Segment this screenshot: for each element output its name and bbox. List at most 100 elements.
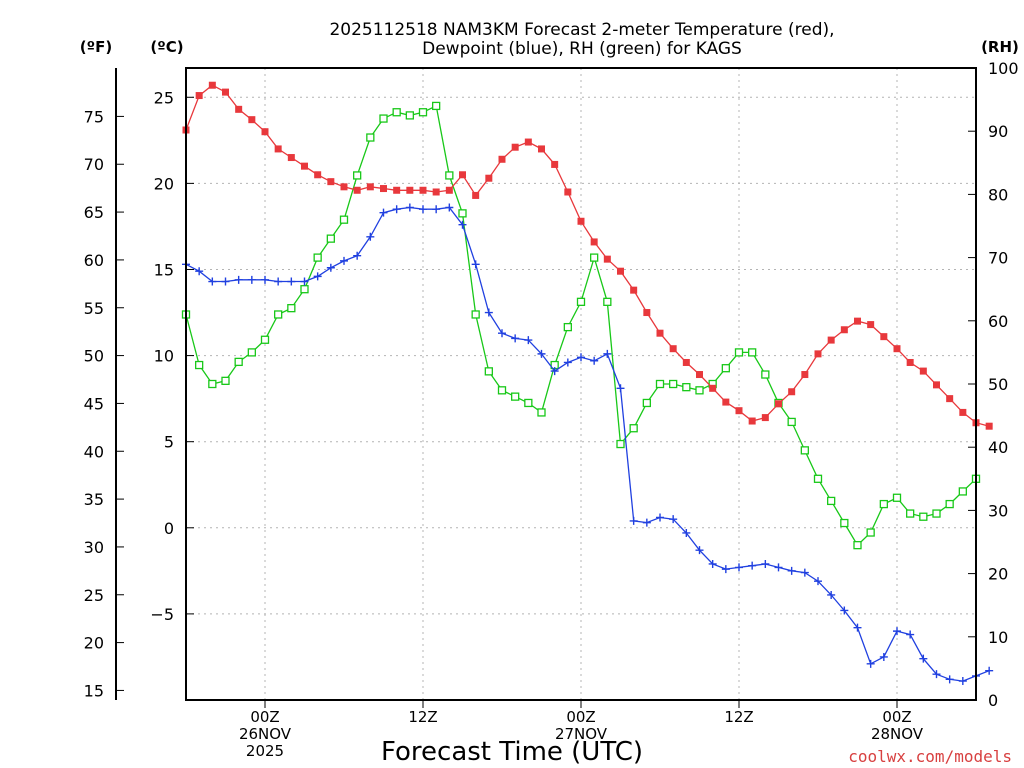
dewpoint-point bbox=[340, 256, 348, 265]
celsius-tick-label: 5 bbox=[164, 433, 174, 452]
rh-point bbox=[879, 499, 888, 509]
rh-point bbox=[695, 386, 704, 395]
temperature-point bbox=[880, 333, 888, 341]
rh-point bbox=[603, 297, 612, 306]
celsius-tick-label: 15 bbox=[154, 260, 174, 279]
temperature-point bbox=[643, 309, 651, 317]
rh-point bbox=[432, 101, 441, 111]
rh-tick-label: 0 bbox=[988, 691, 998, 710]
rh-point bbox=[734, 348, 744, 357]
rh-tick-label: 30 bbox=[988, 501, 1008, 520]
temperature-point bbox=[524, 138, 532, 146]
rh-point bbox=[840, 518, 849, 528]
celsius-tick-label: −5 bbox=[150, 605, 174, 624]
dewpoint-point bbox=[682, 528, 691, 537]
rh-tick-label: 40 bbox=[988, 438, 1008, 457]
dewpoint-point bbox=[405, 203, 414, 212]
celsius-unit-label: (ºC) bbox=[150, 38, 183, 56]
temperature-point bbox=[814, 350, 822, 358]
temperature-point bbox=[959, 408, 967, 416]
rh-point bbox=[906, 509, 915, 518]
fahrenheit-tick-label: 60 bbox=[84, 251, 104, 270]
dewpoint-point bbox=[577, 353, 585, 362]
dewpoint-point bbox=[392, 205, 401, 214]
rh-point bbox=[300, 285, 309, 294]
temperature-point bbox=[274, 145, 282, 153]
rh-point bbox=[247, 348, 256, 357]
rh-tick-label: 100 bbox=[988, 59, 1019, 78]
dewpoint-point bbox=[287, 277, 296, 286]
rh-point bbox=[287, 304, 296, 313]
temperature-point bbox=[485, 174, 493, 182]
temperature-point bbox=[235, 105, 243, 113]
fahrenheit-tick-label: 40 bbox=[84, 442, 104, 461]
x-axis-title: Forecast Time (UTC) bbox=[381, 737, 643, 767]
dewpoint-point bbox=[300, 277, 309, 286]
temperature-point bbox=[287, 154, 295, 162]
dewpoint-point bbox=[787, 566, 796, 575]
dewpoint-point bbox=[761, 559, 770, 568]
x-tick-label: 12Z bbox=[724, 708, 753, 726]
rh-point bbox=[366, 133, 375, 142]
x-tick-label: 12Z bbox=[408, 708, 437, 726]
temperature-point bbox=[472, 191, 480, 199]
dewpoint-point bbox=[656, 513, 664, 522]
temperature-point bbox=[459, 171, 466, 179]
rh-point bbox=[866, 528, 875, 537]
dewpoint-point bbox=[379, 208, 388, 217]
rh-point bbox=[484, 367, 493, 376]
fahrenheit-tick-label: 30 bbox=[84, 538, 104, 557]
rh-point bbox=[721, 364, 730, 373]
rh-point bbox=[537, 408, 546, 417]
dewpoint-point bbox=[893, 627, 901, 636]
dewpoint-point bbox=[590, 356, 599, 365]
rh-point bbox=[392, 108, 401, 117]
temperature-point bbox=[775, 400, 782, 408]
dewpoint-point bbox=[484, 308, 493, 317]
data-series bbox=[181, 81, 994, 686]
temperature-point bbox=[327, 178, 335, 186]
chart-title-line2: Dewpoint (blue), RH (green) for KAGS bbox=[422, 39, 742, 59]
dewpoint-point bbox=[853, 623, 862, 632]
celsius-axis: −5 0 5 10 15 20 25 bbox=[150, 88, 194, 624]
rh-point bbox=[932, 509, 941, 518]
rh-point bbox=[208, 379, 217, 389]
temperature-point bbox=[511, 143, 519, 151]
fahrenheit-tick-label: 75 bbox=[84, 107, 104, 126]
temperature-point bbox=[208, 81, 216, 89]
temperature-point bbox=[617, 267, 624, 275]
temperature-point bbox=[788, 388, 796, 396]
rh-point bbox=[458, 209, 467, 218]
dewpoint-point bbox=[906, 630, 915, 639]
rh-point bbox=[629, 424, 638, 433]
temperature-point bbox=[419, 186, 427, 194]
dewpoint-point bbox=[208, 277, 217, 286]
dewpoint-point bbox=[195, 267, 204, 276]
temperature-point bbox=[946, 395, 954, 403]
temperature-point bbox=[248, 116, 256, 124]
temperature-point bbox=[564, 188, 572, 196]
temperature-point bbox=[893, 345, 901, 353]
dewpoint-point bbox=[432, 205, 441, 214]
dewpoint-point bbox=[827, 590, 836, 599]
x-tick-label: 28NOV bbox=[871, 725, 924, 743]
dewpoint-line bbox=[185, 206, 990, 682]
dewpoint-point bbox=[866, 659, 875, 668]
rh-point bbox=[221, 376, 230, 385]
plot-frame bbox=[185, 67, 977, 701]
temperature-point bbox=[709, 384, 717, 392]
rh-point bbox=[339, 215, 349, 224]
dewpoint-point bbox=[511, 334, 520, 343]
fahrenheit-unit-label: (ºF) bbox=[80, 38, 112, 56]
rh-tick-label: 90 bbox=[988, 122, 1008, 141]
celsius-tick-label: 10 bbox=[154, 347, 174, 366]
rh-point bbox=[800, 446, 809, 455]
temperature-point bbox=[590, 238, 598, 246]
rh-point bbox=[945, 499, 954, 509]
dewpoint-point bbox=[840, 606, 849, 615]
dewpoint-point bbox=[471, 260, 480, 269]
temperature-point bbox=[630, 286, 638, 294]
dewpoint-point bbox=[419, 205, 427, 214]
dewpoint-point bbox=[708, 559, 717, 568]
